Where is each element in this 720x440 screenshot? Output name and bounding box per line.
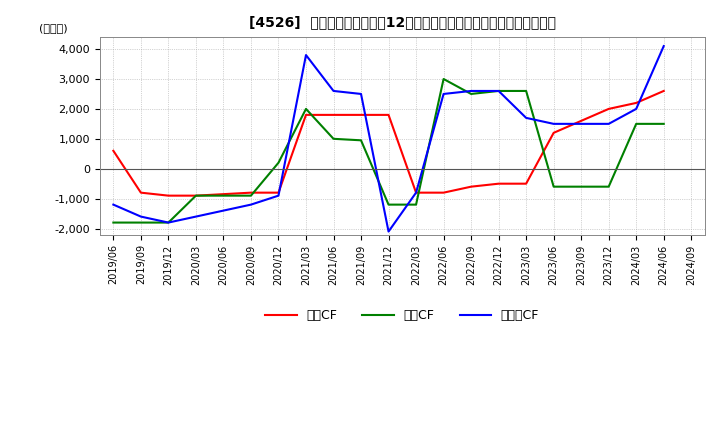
投資CF	[219, 193, 228, 198]
営業CF	[384, 112, 393, 117]
営業CF	[329, 112, 338, 117]
フリーCF	[164, 220, 173, 225]
営業CF	[412, 190, 420, 195]
フリーCF	[604, 121, 613, 126]
投資CF	[164, 220, 173, 225]
投資CF	[302, 106, 310, 112]
フリーCF	[137, 214, 145, 219]
投資CF	[604, 184, 613, 189]
営業CF	[356, 112, 365, 117]
営業CF	[274, 190, 283, 195]
フリーCF	[219, 208, 228, 213]
営業CF	[192, 193, 200, 198]
フリーCF	[192, 214, 200, 219]
フリーCF	[274, 193, 283, 198]
投資CF	[522, 88, 531, 94]
Legend: 営業CF, 投資CF, フリーCF: 営業CF, 投資CF, フリーCF	[261, 304, 544, 327]
Line: 投資CF: 投資CF	[113, 79, 664, 223]
投資CF	[632, 121, 641, 126]
営業CF	[467, 184, 475, 189]
投資CF	[577, 184, 585, 189]
投資CF	[549, 184, 558, 189]
営業CF	[660, 88, 668, 94]
フリーCF	[109, 202, 117, 207]
フリーCF	[302, 52, 310, 58]
投資CF	[356, 138, 365, 143]
フリーCF	[632, 106, 641, 112]
営業CF	[495, 181, 503, 186]
営業CF	[302, 112, 310, 117]
営業CF	[219, 191, 228, 197]
投資CF	[137, 220, 145, 225]
営業CF	[164, 193, 173, 198]
投資CF	[412, 202, 420, 207]
フリーCF	[384, 229, 393, 234]
投資CF	[329, 136, 338, 141]
営業CF	[439, 190, 448, 195]
フリーCF	[577, 121, 585, 126]
Line: 営業CF: 営業CF	[113, 91, 664, 196]
投資CF	[495, 88, 503, 94]
フリーCF	[329, 88, 338, 94]
投資CF	[439, 77, 448, 82]
投資CF	[192, 193, 200, 198]
投資CF	[247, 193, 256, 198]
営業CF	[247, 190, 256, 195]
フリーCF	[412, 190, 420, 195]
Line: フリーCF: フリーCF	[113, 46, 664, 231]
Title: [4526]  キャッシュフローの12か月移動合計の対前年同期増減額の推移: [4526] キャッシュフローの12か月移動合計の対前年同期増減額の推移	[249, 15, 556, 29]
フリーCF	[495, 88, 503, 94]
フリーCF	[522, 115, 531, 121]
フリーCF	[549, 121, 558, 126]
営業CF	[522, 181, 531, 186]
フリーCF	[439, 92, 448, 97]
投資CF	[467, 92, 475, 97]
営業CF	[549, 130, 558, 136]
営業CF	[137, 190, 145, 195]
営業CF	[632, 100, 641, 106]
投資CF	[660, 121, 668, 126]
営業CF	[604, 106, 613, 112]
Text: (百万円): (百万円)	[39, 23, 68, 33]
営業CF	[109, 148, 117, 154]
投資CF	[109, 220, 117, 225]
営業CF	[577, 118, 585, 124]
フリーCF	[356, 92, 365, 97]
フリーCF	[247, 202, 256, 207]
投資CF	[384, 202, 393, 207]
フリーCF	[467, 88, 475, 94]
投資CF	[274, 160, 283, 165]
フリーCF	[660, 44, 668, 49]
